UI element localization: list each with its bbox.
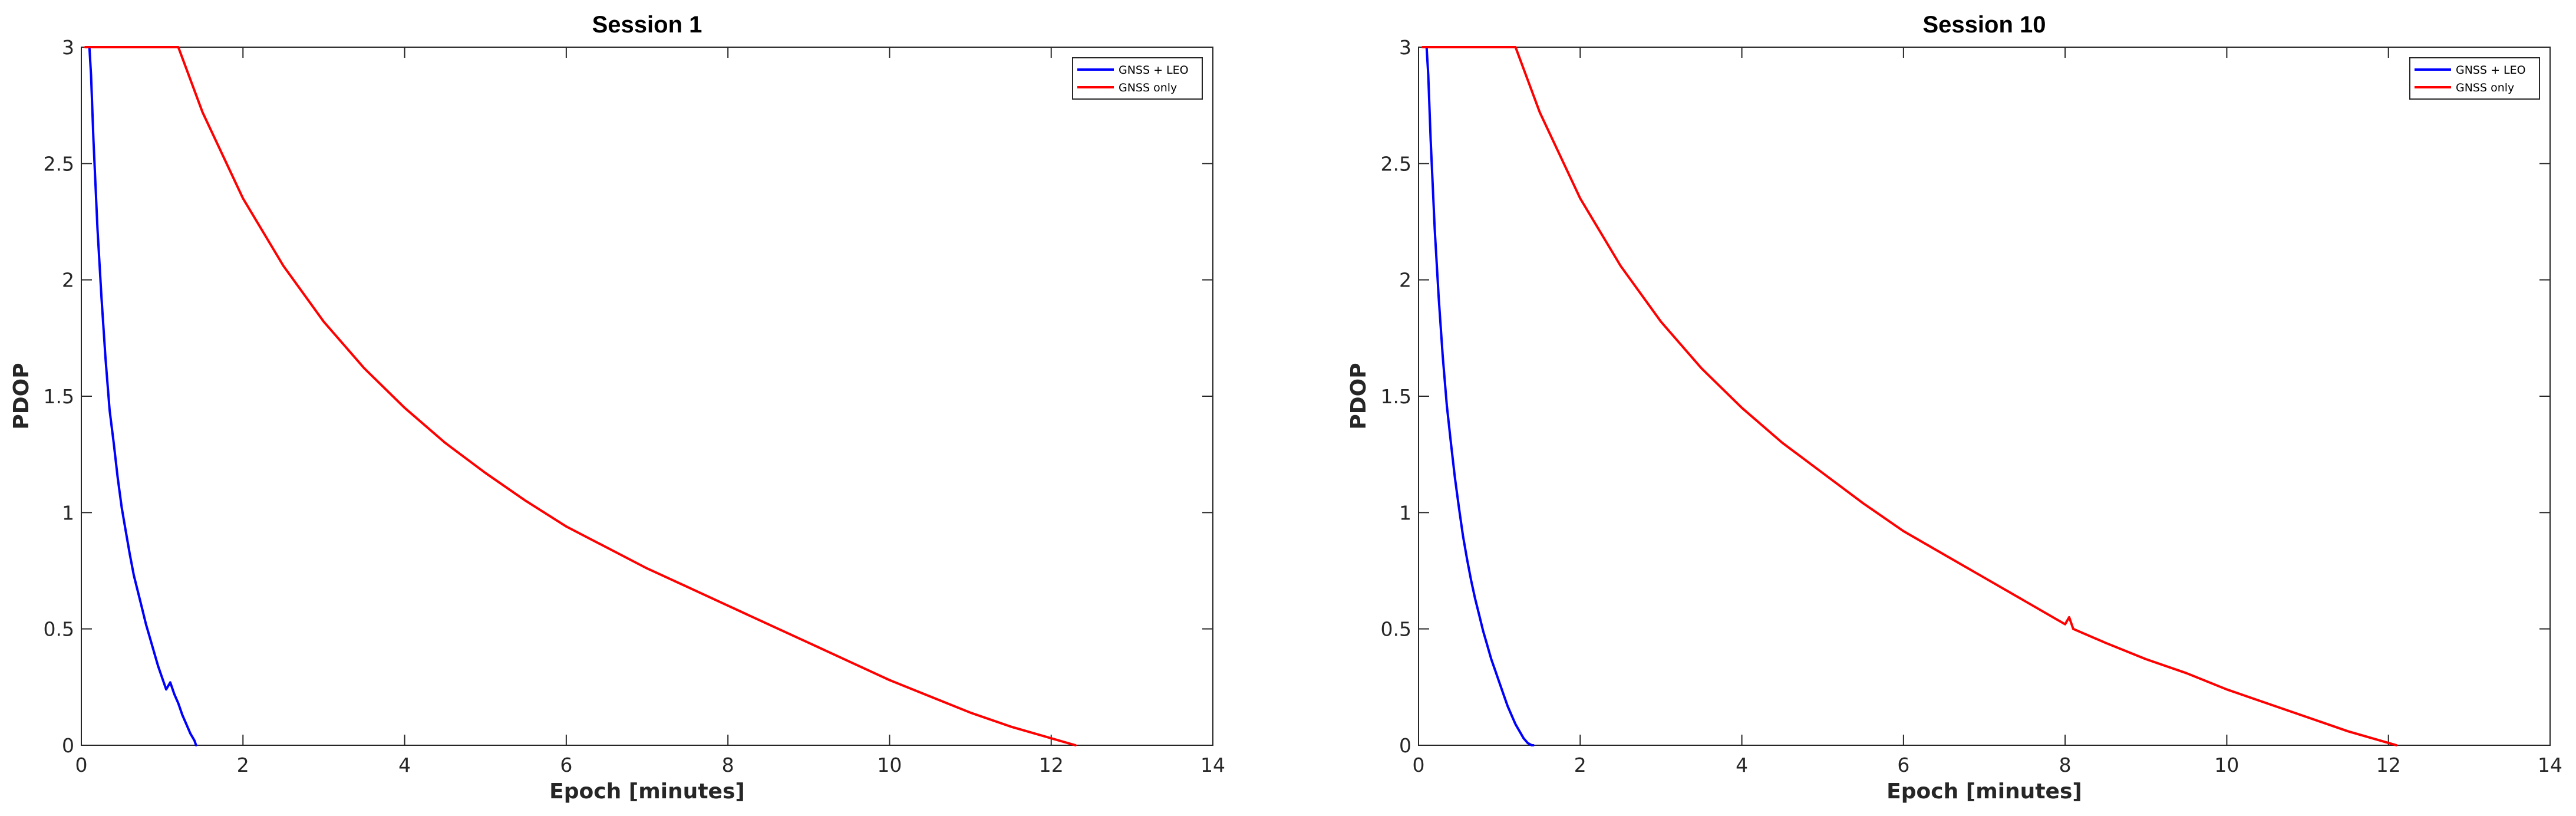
- chart-1-xtick-label: 0: [75, 754, 88, 776]
- chart-1-legend-label: GNSS + LEO: [1119, 64, 1189, 77]
- chart-1-xtick-label: 8: [722, 754, 734, 776]
- chart-2-series-gnss-leo-line: [1425, 46, 1535, 746]
- chart-2-ytick-label: 3: [1399, 36, 1411, 59]
- chart-1-plot-area: [81, 47, 1213, 746]
- chart-2-ytick-label: 1.5: [1381, 385, 1411, 408]
- chart-1-series-gnss-leo-line: [88, 46, 197, 746]
- chart-2-title: Session 10: [1922, 12, 2046, 38]
- chart-2-legend-label: GNSS + LEO: [2456, 64, 2526, 77]
- chart-2-xtick-label: 8: [2059, 754, 2072, 776]
- chart-2-ytick-label: 1: [1399, 501, 1411, 524]
- chart-1-ytick-label: 3: [62, 36, 74, 59]
- chart-1-legend-box: [1072, 57, 1203, 100]
- chart-2-ytick-label: 0.5: [1381, 618, 1411, 641]
- chart-2-ytick-label: 2.5: [1381, 152, 1411, 175]
- chart-1-ytick-label: 2: [62, 269, 74, 292]
- chart-1-ytick-label: 0: [62, 734, 74, 757]
- chart-1-legend-label: GNSS only: [1119, 81, 1177, 94]
- chart-2-legend: GNSS + LEO GNSS only: [2409, 57, 2540, 100]
- chart-2-plot-area: [1418, 47, 2551, 746]
- chart-1-legend: GNSS + LEO GNSS only: [1072, 57, 1203, 100]
- chart-1-xtick-label: 14: [1200, 754, 1225, 776]
- chart-2-xtick-label: 0: [1413, 754, 1425, 776]
- chart-1-ylabel: PDOP: [9, 363, 34, 429]
- chart-2-xtick-label: 12: [2376, 754, 2401, 776]
- chart-2-xtick-label: 14: [2538, 754, 2562, 776]
- chart-1-xtick-label: 12: [1039, 754, 1064, 776]
- chart-2-xtick-label: 4: [1736, 754, 1748, 776]
- chart-2-xtick-label: 10: [2214, 754, 2239, 776]
- chart-2-legend-label: GNSS only: [2456, 81, 2514, 94]
- chart-1-title: Session 1: [592, 12, 702, 38]
- chart-1-series-gnss-only-line: [84, 46, 1077, 746]
- chart-1-ytick-label: 1: [62, 501, 74, 524]
- chart-2: Session 10 0 2 4 6 8 10 12 14 0 0.5 1 1.5 2 2.5 3 Epoch …: [1347, 12, 2562, 804]
- chart-1-xtick-label: 2: [237, 754, 249, 776]
- chart-2-ylabel: PDOP: [1347, 363, 1371, 429]
- chart-1: Session 1 0 2 4 6 8 10 12 14 0 0.5 1 1.5 2 2.5 3 Epoch […: [9, 12, 1225, 804]
- chart-1-ytick-label: 2.5: [44, 152, 74, 175]
- chart-2-xlabel: Epoch [minutes]: [1886, 779, 2082, 804]
- chart-2-xtick-label: 2: [1574, 754, 1587, 776]
- chart-1-xtick-label: 4: [398, 754, 411, 776]
- chart-1-xtick-label: 10: [877, 754, 902, 776]
- chart-2-ytick-label: 0: [1399, 734, 1411, 757]
- chart-1-ytick-label: 1.5: [44, 385, 74, 408]
- chart-2-ytick-label: 2: [1399, 269, 1411, 292]
- chart-2-legend-box: [2409, 57, 2540, 100]
- chart-1-xtick-label: 6: [560, 754, 572, 776]
- chart-1-ytick-label: 0.5: [44, 618, 74, 641]
- chart-2-series-gnss-only-line: [1421, 46, 2398, 746]
- chart-1-xlabel: Epoch [minutes]: [549, 779, 745, 804]
- chart-2-xtick-label: 6: [1897, 754, 1909, 776]
